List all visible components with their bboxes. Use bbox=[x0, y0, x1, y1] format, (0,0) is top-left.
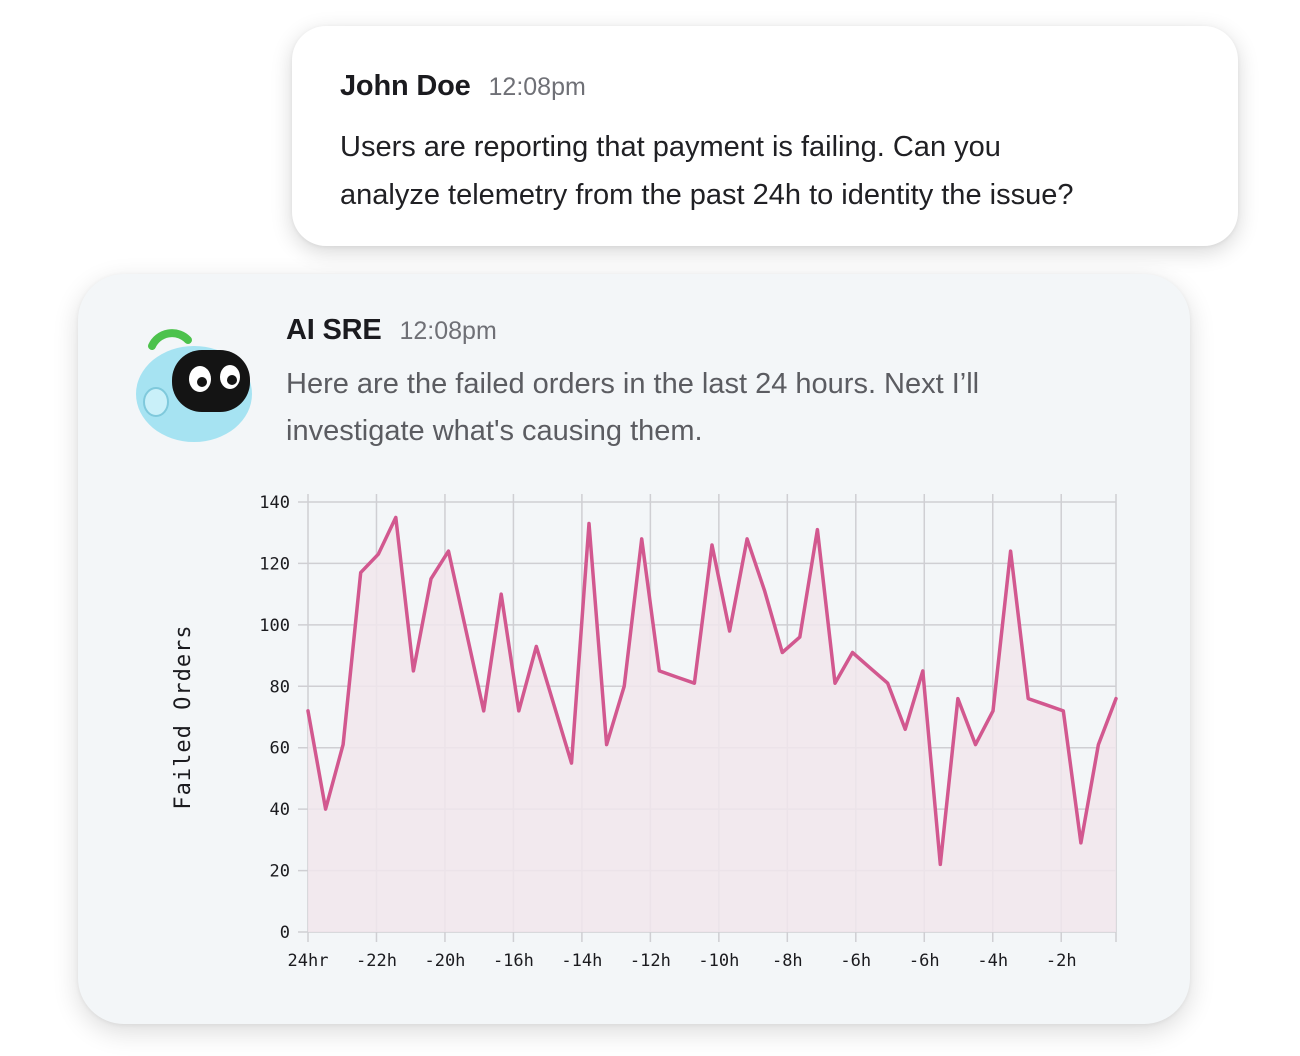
avatar-antenna bbox=[148, 329, 192, 350]
user-sender-name: John Doe bbox=[340, 70, 471, 102]
avatar-left-pupil bbox=[197, 377, 207, 387]
ai-sender-name: AI SRE bbox=[286, 314, 382, 346]
user-message-header: John Doe 12:08pm bbox=[340, 70, 1190, 103]
x-tick-label: -14h bbox=[561, 951, 602, 971]
x-tick-label: -6h bbox=[909, 951, 940, 971]
y-tick-label: 100 bbox=[259, 616, 290, 636]
y-tick-label: 140 bbox=[259, 493, 290, 513]
ai-message-line-2: investigate what's causing them. bbox=[286, 415, 703, 447]
y-tick-label: 20 bbox=[270, 862, 290, 882]
x-tick-label: -10h bbox=[698, 951, 739, 971]
user-message-text: Users are reporting that payment is fail… bbox=[340, 123, 1190, 219]
x-tick-label: -12h bbox=[630, 951, 671, 971]
y-tick-label: 120 bbox=[259, 554, 290, 574]
x-tick-label: -20h bbox=[424, 951, 465, 971]
user-message-line-2: analyze telemetry from the past 24h to i… bbox=[340, 179, 1074, 211]
x-tick-label: -2h bbox=[1046, 951, 1077, 971]
y-tick-label: 60 bbox=[270, 739, 290, 759]
avatar-right-pupil bbox=[227, 375, 237, 385]
x-tick-label: 24hr bbox=[288, 951, 329, 971]
ai-message-header: AI SRE 12:08pm bbox=[286, 314, 1146, 347]
y-axis-label: Failed Orders bbox=[171, 624, 196, 809]
x-tick-label: -4h bbox=[977, 951, 1008, 971]
x-tick-label: -8h bbox=[772, 951, 803, 971]
series-area bbox=[308, 517, 1116, 932]
y-tick-label: 0 bbox=[280, 923, 290, 943]
failed-orders-chart: 0 20 40 60 80 100 120 140 24hr -22h -20h -16h -14h -1… bbox=[171, 493, 1118, 971]
x-tick-label: -16h bbox=[493, 951, 534, 971]
ai-message-time: 12:08pm bbox=[399, 317, 497, 345]
user-message-time: 12:08pm bbox=[488, 73, 586, 101]
robot-avatar-icon bbox=[136, 329, 252, 442]
ai-message-card: AI SRE 12:08pm Here are the failed order… bbox=[78, 274, 1190, 1024]
x-tick-label: -22h bbox=[356, 951, 397, 971]
ai-message-line-1: Here are the failed orders in the last 2… bbox=[286, 368, 980, 400]
x-tick-label: -6h bbox=[840, 951, 871, 971]
ai-message-text: Here are the failed orders in the last 2… bbox=[286, 361, 1146, 455]
user-message-line-1: Users are reporting that payment is fail… bbox=[340, 131, 1001, 163]
avatar-ear bbox=[143, 387, 169, 417]
series-line bbox=[306, 515, 1118, 867]
y-tick-label: 80 bbox=[270, 677, 290, 697]
ai-message-body: AI SRE 12:08pm Here are the failed order… bbox=[286, 314, 1146, 455]
y-tick-label: 40 bbox=[270, 800, 290, 820]
user-message-card: John Doe 12:08pm Users are reporting tha… bbox=[292, 26, 1238, 246]
